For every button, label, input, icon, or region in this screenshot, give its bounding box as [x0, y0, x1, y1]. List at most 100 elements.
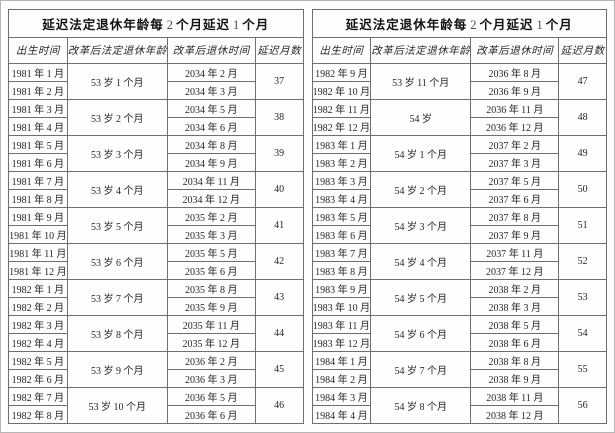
- retirement-age-cell: 54 岁 8 个月: [370, 387, 472, 424]
- retirement-age-cell: 53 岁 4 个月: [66, 171, 168, 208]
- column-header-3: 改革后退休时间: [166, 37, 256, 64]
- retirement-age-cell: 53 岁 5 个月: [66, 207, 168, 244]
- birth-month-cell: 1981 年 3 月: [8, 99, 68, 118]
- delay-months-cell: 37: [254, 63, 304, 100]
- column-header-row: 出生时间 改革后法定退休年龄 改革后退休时间 延迟月数: [8, 37, 304, 64]
- column-header-1: 出生时间: [8, 37, 68, 64]
- table-row: 1981 年 7 月 53 岁 4 个月 2034 年 11 月 40: [8, 171, 304, 208]
- retirement-date-cell: 2035 年 6 月: [166, 261, 256, 280]
- title-text-part3: 个月: [242, 18, 270, 32]
- birth-month-cell: 1981 年 7 月: [8, 171, 68, 190]
- retirement-date-cell: 2038 年 9 月: [470, 369, 560, 388]
- retirement-date-cell: 2037 年 5 月: [470, 171, 560, 190]
- table-row: 1983 年 11 月 54 岁 6 个月 2038 年 5 月 54: [311, 315, 607, 352]
- delay-months-cell: 53: [558, 279, 607, 316]
- retirement-age-cell: 53 岁 10 个月: [66, 387, 168, 424]
- retirement-date-cell: 2037 年 2 月: [470, 135, 560, 154]
- table-row: 1984 年 4 月 2038 年 12 月: [311, 405, 607, 424]
- retirement-date-cell: 2038 年 12 月: [470, 405, 560, 424]
- retirement-date-cell: 2034 年 3 月: [166, 81, 256, 100]
- delay-months-cell: 49: [558, 135, 607, 172]
- delay-months-cell: 55: [558, 351, 607, 388]
- birth-month-cell: 1982 年 9 月: [311, 63, 372, 82]
- birth-month-cell: 1981 年 8 月: [8, 189, 68, 208]
- retirement-date-cell: 2034 年 5 月: [166, 99, 256, 118]
- retirement-date-cell: 2035 年 2 月: [166, 207, 256, 226]
- birth-month-cell: 1983 年 3 月: [311, 171, 372, 190]
- retirement-date-cell: 2034 年 11 月: [166, 171, 256, 190]
- table-body: 1981 年 1 月 53 岁 1 个月 2034 年 2 月 37 1981 年 2 …: [8, 63, 304, 424]
- retirement-date-cell: 2034 年 8 月: [166, 135, 256, 154]
- birth-month-cell: 1982 年 3 月: [8, 315, 68, 334]
- title-text-part1: 延迟法定退休年龄每: [345, 18, 468, 32]
- retirement-date-cell: 2034 年 9 月: [166, 153, 256, 172]
- column-header-2: 改革后法定退休年龄: [370, 37, 472, 64]
- retirement-age-cell: 53 岁 2 个月: [66, 99, 168, 136]
- table-row: 1982 年 5 月 53 岁 9 个月 2036 年 2 月 45: [8, 351, 304, 388]
- table-row: 1981 年 8 月 2034 年 12 月: [8, 189, 304, 208]
- delay-months-cell: 54: [558, 315, 607, 352]
- birth-month-cell: 1981 年 5 月: [8, 135, 68, 154]
- birth-month-cell: 1981 年 6 月: [8, 153, 68, 172]
- title-text-part2: 个月延迟: [479, 18, 534, 32]
- table-row: 1983 年 1 月 54 岁 1 个月 2037 年 2 月 49: [311, 135, 607, 172]
- retirement-date-cell: 2035 年 3 月: [166, 225, 256, 244]
- birth-month-cell: 1982 年 2 月: [8, 297, 68, 316]
- table-row: 1983 年 5 月 54 岁 3 个月 2037 年 8 月 51: [311, 207, 607, 244]
- retirement-age-cell: 54 岁 5 个月: [370, 279, 472, 316]
- retirement-date-cell: 2036 年 6 月: [166, 405, 256, 424]
- table-title: 延迟法定退休年龄每 2 个月延迟 1 个月: [8, 9, 304, 38]
- birth-month-cell: 1981 年 2 月: [8, 81, 68, 100]
- delay-months-cell: 44: [254, 315, 304, 352]
- birth-month-cell: 1984 年 3 月: [311, 387, 372, 406]
- delay-months-cell: 47: [558, 63, 607, 100]
- delay-months-cell: 39: [254, 135, 304, 172]
- retirement-age-cell: 53 岁 6 个月: [66, 243, 168, 280]
- birth-month-cell: 1981 年 1 月: [8, 63, 68, 82]
- delay-months-cell: 45: [254, 351, 304, 388]
- retirement-date-cell: 2038 年 6 月: [470, 333, 560, 352]
- table-row: 1983 年 10 月 2038 年 3 月: [311, 297, 607, 316]
- delay-months-cell: 43: [254, 279, 304, 316]
- birth-month-cell: 1982 年 12 月: [311, 117, 372, 136]
- retirement-date-cell: 2036 年 3 月: [166, 369, 256, 388]
- table-row: 1981 年 12 月 2035 年 6 月: [8, 261, 304, 280]
- column-header-2: 改革后法定退休年龄: [66, 37, 168, 64]
- delayed-retirement-table: 延迟法定退休年龄每 2 个月延迟 1 个月 出生时间 改革后法定退休年龄 改革后退休时间 延迟…: [311, 9, 607, 424]
- table-row: 1982 年 3 月 53 岁 8 个月 2035 年 11 月 44: [8, 315, 304, 352]
- retirement-date-cell: 2036 年 8 月: [470, 63, 560, 82]
- table-row: 1981 年 11 月 53 岁 6 个月 2035 年 5 月 42: [8, 243, 304, 280]
- column-header-1: 出生时间: [311, 37, 372, 64]
- retirement-date-cell: 2036 年 2 月: [166, 351, 256, 370]
- retirement-date-cell: 2036 年 5 月: [166, 387, 256, 406]
- table-row: 1984 年 2 月 2038 年 9 月: [311, 369, 607, 388]
- birth-month-cell: 1982 年 4 月: [8, 333, 68, 352]
- table-row: 1982 年 1 月 53 岁 7 个月 2035 年 8 月 43: [8, 279, 304, 316]
- retirement-date-cell: 2036 年 12 月: [470, 117, 560, 136]
- retirement-date-cell: 2037 年 12 月: [470, 261, 560, 280]
- birth-month-cell: 1981 年 4 月: [8, 117, 68, 136]
- delay-months-cell: 46: [254, 387, 304, 424]
- delayed-retirement-table: 延迟法定退休年龄每 2 个月延迟 1 个月 出生时间 改革后法定退休年龄 改革后退休时间 延迟…: [8, 9, 304, 424]
- table-row: 1982 年 11 月 54 岁 2036 年 11 月 48: [311, 99, 607, 136]
- table-row: 1981 年 10 月 2035 年 3 月: [8, 225, 304, 244]
- birth-month-cell: 1983 年 7 月: [311, 243, 372, 262]
- birth-month-cell: 1983 年 2 月: [311, 153, 372, 172]
- table-row: 1982 年 8 月 2036 年 6 月: [8, 405, 304, 424]
- retirement-age-cell: 54 岁 6 个月: [370, 315, 472, 352]
- birth-month-cell: 1981 年 10 月: [8, 225, 68, 244]
- column-header-4: 延迟月数: [558, 37, 607, 64]
- retirement-age-cell: 53 岁 1 个月: [66, 63, 168, 100]
- table-title-row: 延迟法定退休年龄每 2 个月延迟 1 个月: [311, 9, 607, 38]
- column-header-4: 延迟月数: [254, 37, 304, 64]
- retirement-date-cell: 2035 年 11 月: [166, 315, 256, 334]
- retirement-date-cell: 2038 年 5 月: [470, 315, 560, 334]
- title-number-1: 2: [166, 18, 173, 32]
- delay-months-cell: 42: [254, 243, 304, 280]
- retirement-date-cell: 2034 年 2 月: [166, 63, 256, 82]
- retirement-date-cell: 2037 年 11 月: [470, 243, 560, 262]
- title-number-2: 1: [233, 18, 240, 32]
- retirement-date-cell: 2035 年 9 月: [166, 297, 256, 316]
- delay-months-cell: 41: [254, 207, 304, 244]
